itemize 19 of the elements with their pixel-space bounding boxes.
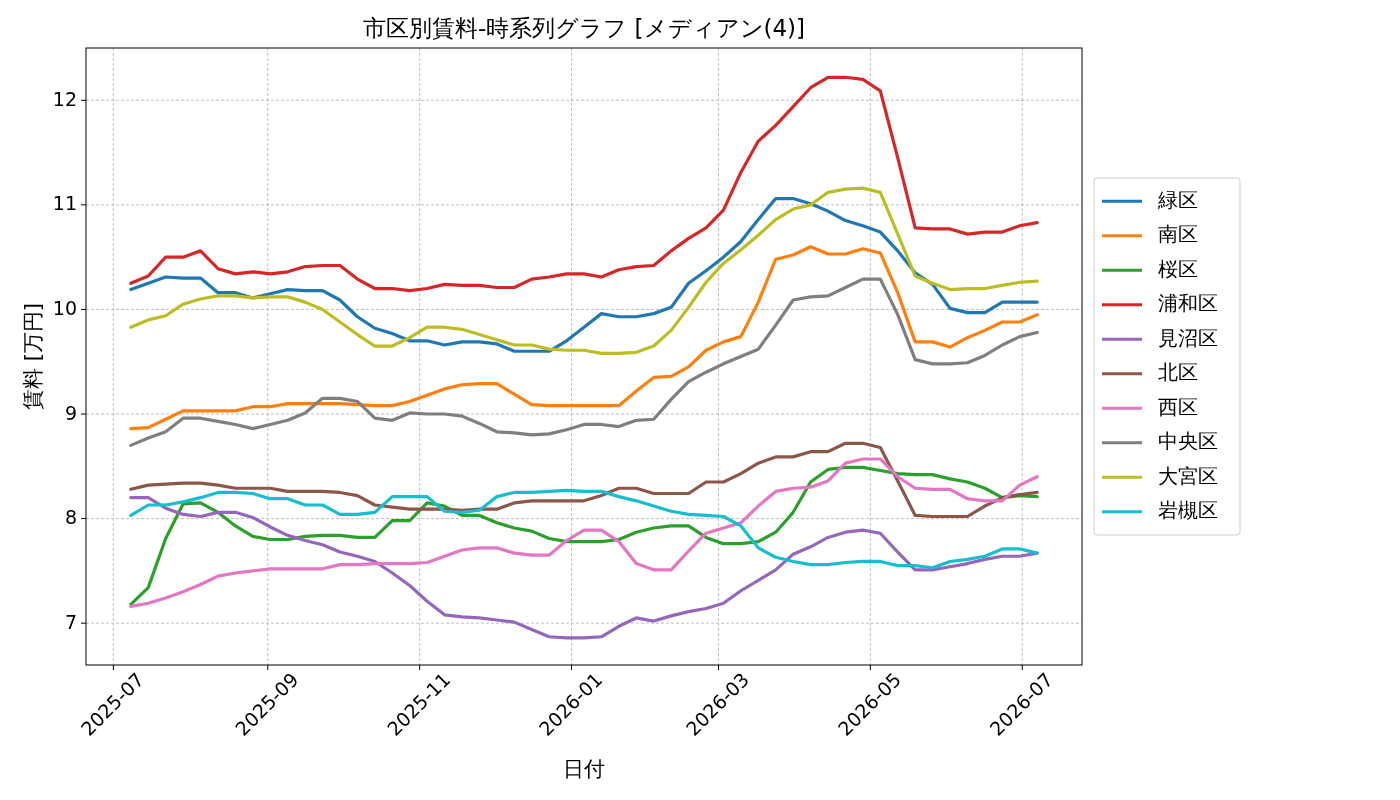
legend-label: 大宮区	[1158, 463, 1218, 488]
y-tick-label: 10	[52, 296, 77, 319]
legend-label: 桜区	[1158, 256, 1198, 281]
legend-label: 西区	[1158, 394, 1198, 419]
x-axis-title: 日付	[563, 757, 605, 781]
y-tick-label: 8	[64, 506, 77, 529]
y-tick-label: 9	[64, 401, 77, 424]
y-tick-label: 12	[52, 87, 77, 110]
legend-label: 見沼区	[1158, 325, 1218, 350]
y-axis-title: 賃料 [万円]	[21, 302, 45, 411]
y-tick-label: 11	[52, 192, 77, 215]
legend-label: 南区	[1158, 222, 1198, 247]
y-tick-label: 7	[64, 610, 77, 633]
chart-title: 市区別賃料-時系列グラフ [メディアン(4)]	[362, 15, 806, 41]
legend-label: 緑区	[1157, 187, 1198, 212]
legend-label: 北区	[1158, 360, 1198, 385]
legend-label: 岩槻区	[1158, 498, 1218, 523]
legend-label: 浦和区	[1158, 291, 1218, 316]
legend-label: 中央区	[1158, 429, 1218, 454]
